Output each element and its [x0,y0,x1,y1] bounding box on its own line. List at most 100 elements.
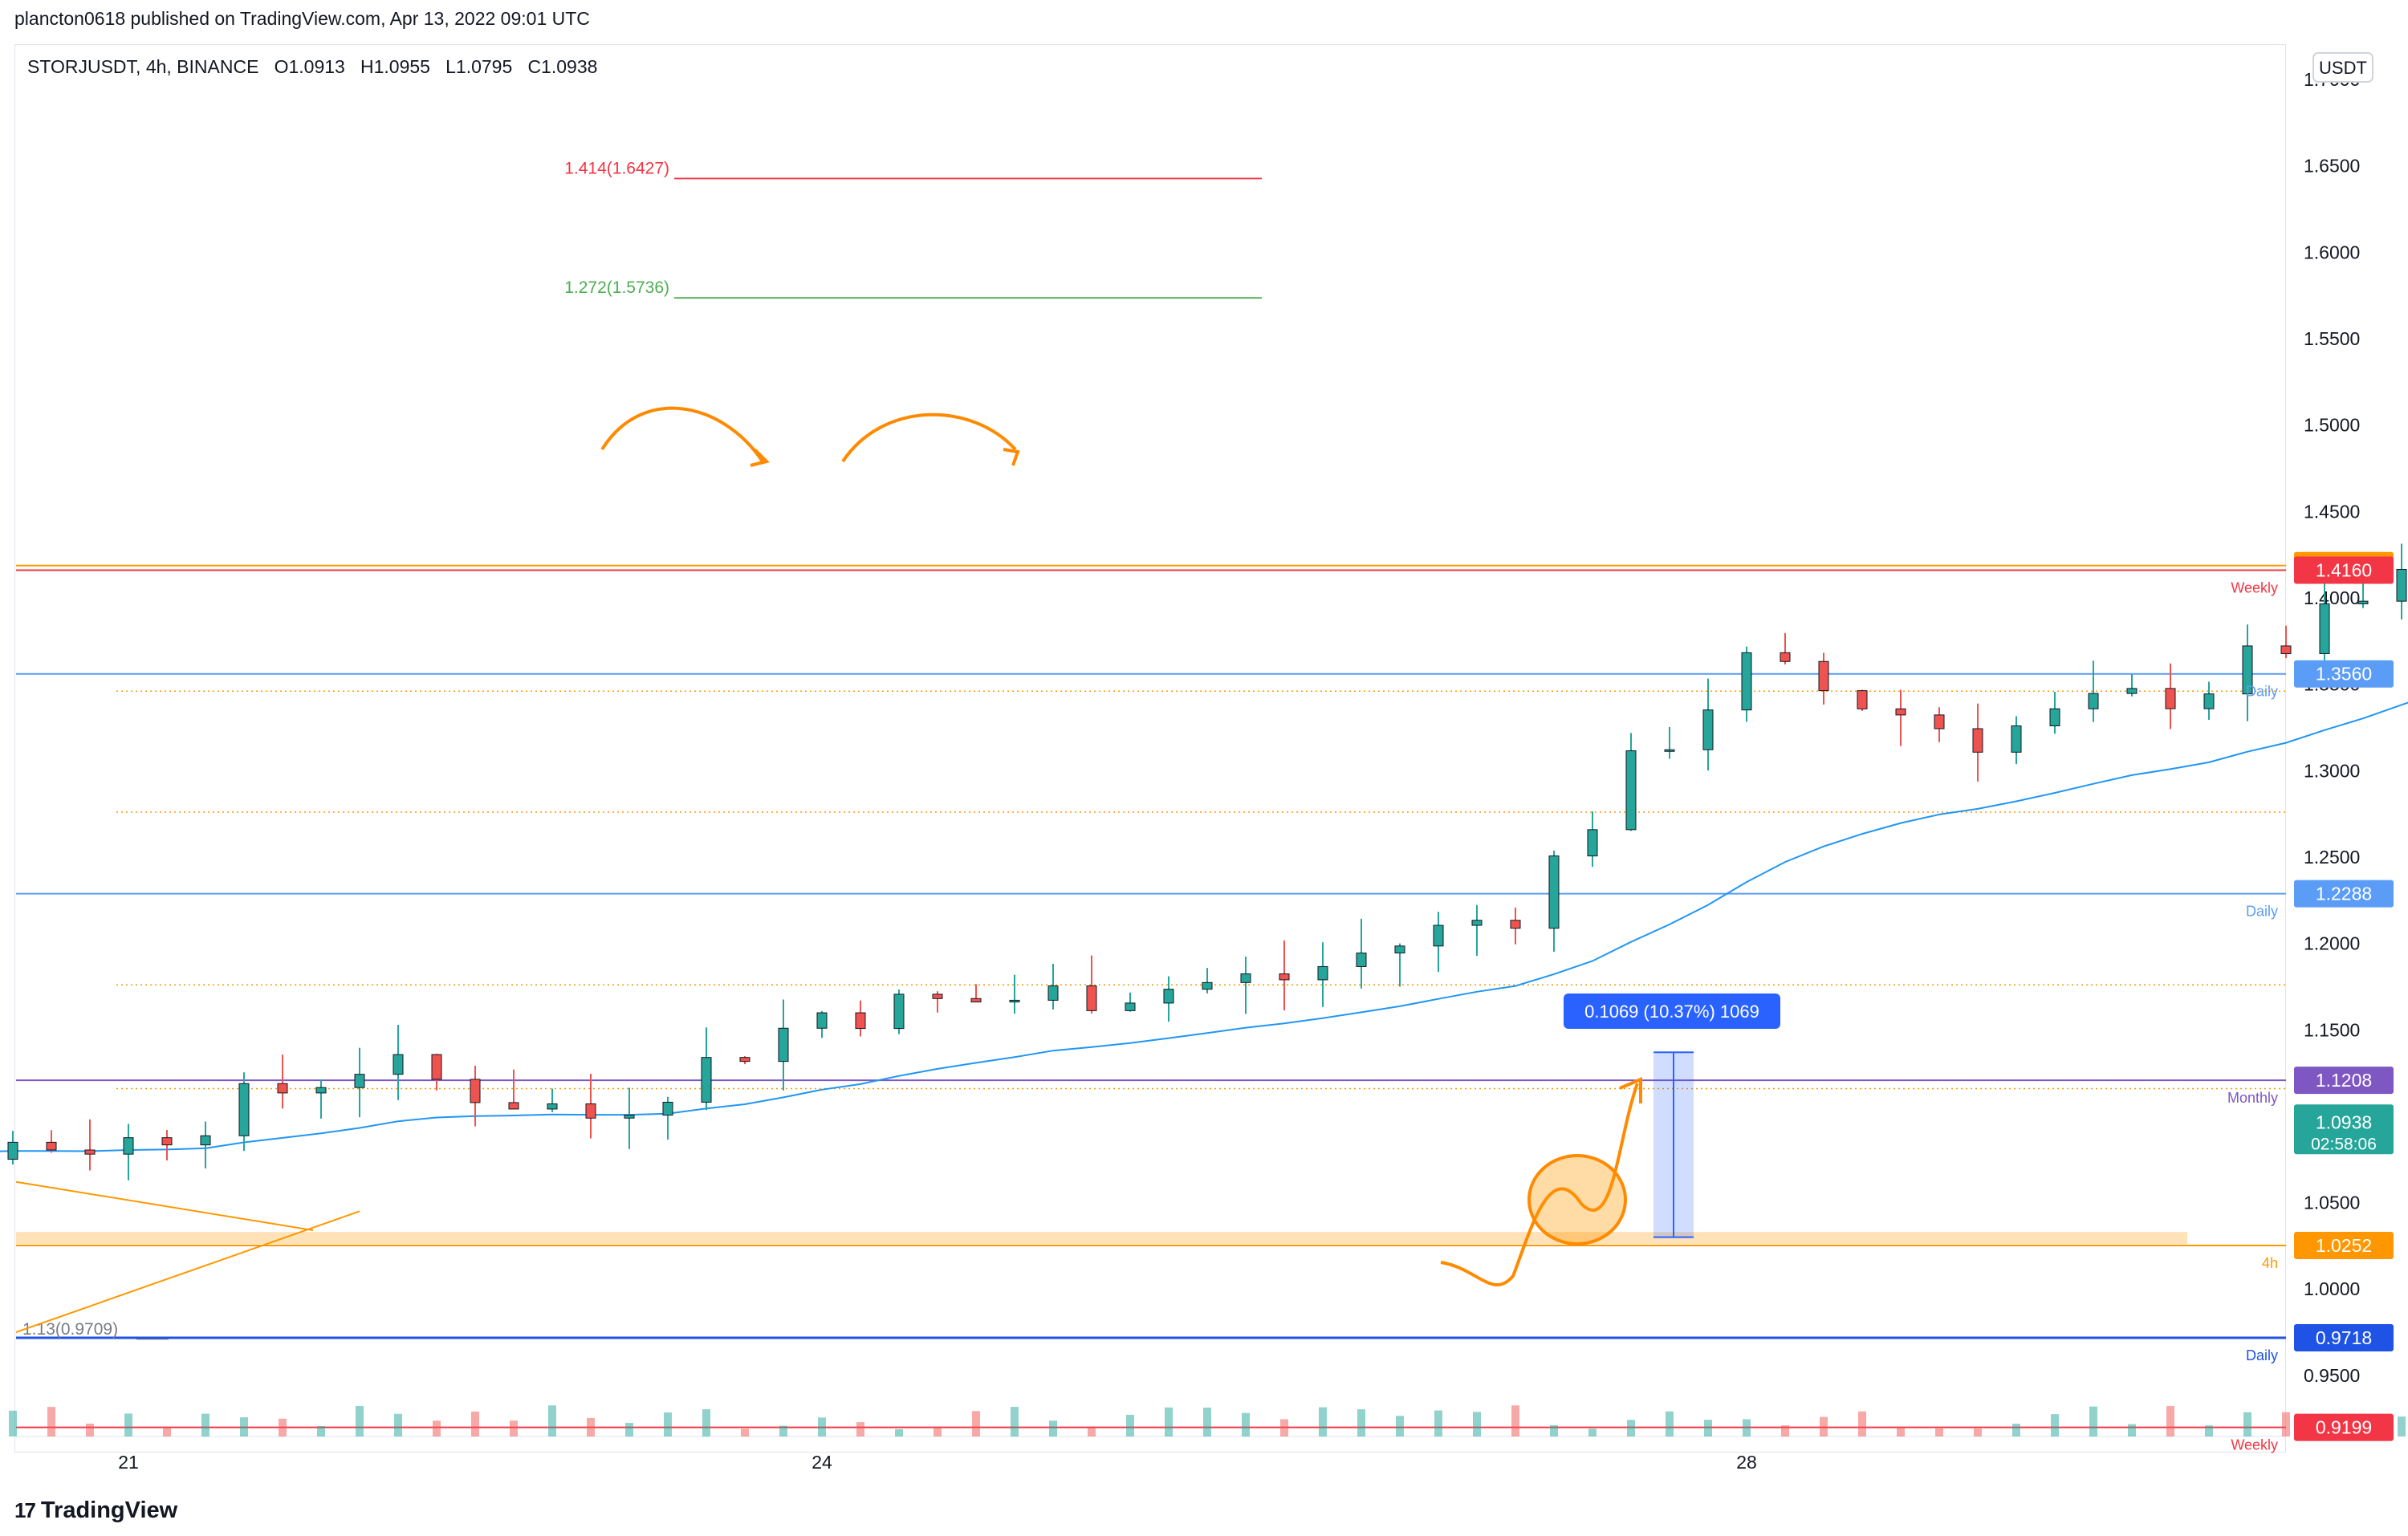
candle-body [2357,600,2369,604]
candle-body [1163,989,1174,1004]
candle-body [1009,999,1020,1003]
candle-body [7,1141,18,1160]
candle-body [2126,688,2138,694]
publish-info: plancton0618 published on TradingView.co… [14,8,590,29]
volume-bar [1280,1419,1288,1436]
candle-body [1240,973,1251,983]
brand-name: TradingView [40,1497,178,1523]
target-circle [1527,1154,1627,1245]
x-tick-label: 24 [811,1452,832,1473]
y-tick-label: 1.3000 [2304,760,2360,781]
candle-body [161,1137,173,1146]
candle-body [1741,652,1752,711]
candle-body [1471,920,1483,926]
volume-bar [587,1417,595,1436]
volume-bar [1743,1419,1751,1436]
volume-bar [433,1420,441,1436]
volume-bar [1897,1426,1905,1436]
volume-bar [1473,1412,1481,1436]
volume-bar [1434,1410,1442,1436]
candle-body [2088,693,2099,709]
y-tick-label: 1.0500 [2304,1193,2360,1213]
candle-body [1934,714,1945,729]
y-tick-label: 1.4000 [2304,587,2360,608]
countdown-label: 02:58:06 [2311,1135,2377,1153]
candle-body [315,1087,327,1094]
price-badge [2294,1413,2394,1441]
candle-body [970,998,982,1003]
candle-body [277,1083,288,1094]
volume-bar [548,1405,556,1436]
volume-bar [1704,1420,1712,1436]
measure-label-box [1564,994,1780,1029]
volume-bar [1511,1405,1519,1436]
candle-body [431,1054,442,1080]
volume-bar [2282,1412,2290,1436]
price-badge-label: 1.4160 [2316,560,2372,581]
candle-body [470,1079,481,1103]
volume-bar [240,1417,248,1436]
candle-body [238,1083,250,1136]
price-badge-label: 1.0252 [2316,1235,2372,1256]
candle-body [547,1103,558,1110]
arc-arrow-2 [1003,448,1020,466]
candle-body [1548,855,1560,929]
volume-bar [1165,1407,1173,1436]
symbol-info: STORJUSDT, 4h, BINANCE [27,56,259,77]
current-price-label: 1.0938 [2316,1111,2372,1132]
volume-bar [2089,1406,2097,1436]
candle-body [1972,728,1983,753]
volume-bar [664,1412,672,1436]
symbol-legend: STORJUSDT, 4h, BINANCE O1.0913 H1.0955 L… [27,56,597,78]
volume-bar [702,1409,710,1436]
top-arc-1 [600,406,764,463]
candle-body [1317,965,1328,981]
volume-bar [1781,1425,1789,1436]
volume-bar [1088,1427,1096,1436]
tv-logo-icon: 17 [14,1498,36,1522]
currency-badge [2312,52,2373,83]
volume-bar [2205,1425,2213,1436]
level-tag: Weekly [2231,580,2278,596]
volume-bar [1242,1412,1250,1436]
price-badge-label: 0.9718 [2316,1327,2372,1348]
arc-arrow-1 [750,448,770,467]
volume-bar [1974,1428,1982,1436]
volume-bar [856,1422,864,1436]
candle-body [624,1115,635,1119]
volume-bar [1126,1414,1134,1436]
volume-bar [1588,1428,1597,1436]
volume-bar [1319,1407,1327,1436]
volume-bar [1935,1428,1943,1436]
volume-bar [625,1423,633,1436]
candle-body [1587,829,1598,857]
candle-body [739,1057,750,1063]
volume-bar [279,1418,287,1436]
candle-body [2203,693,2215,709]
candle-body [1625,750,1637,831]
projection-arrow [1619,1076,1642,1103]
y-tick-label: 1.2500 [2304,847,2360,868]
candle-body [585,1103,596,1119]
y-tick-label: 1.5500 [2304,328,2360,349]
chart-area[interactable] [14,44,2286,1453]
y-tick-label: 1.6500 [2304,156,2360,177]
candle-body [2165,688,2176,709]
volume-bar [9,1410,17,1436]
candle-body [84,1149,96,1155]
volume-bar [317,1426,325,1436]
volume-bar [2243,1412,2251,1436]
level-tag: Daily [2246,1347,2278,1363]
y-tick-label: 1.0000 [2304,1278,2360,1299]
top-arc-2 [841,412,1017,463]
y-tick-label: 1.6000 [2304,242,2360,262]
candle-body [393,1054,404,1075]
volume-bar [2128,1424,2136,1436]
candle-body [855,1012,866,1030]
candle-body [893,994,905,1030]
volume-bar [2398,1416,2406,1436]
brand-footer[interactable]: 17 TradingView [14,1497,177,1524]
volume-bar [394,1413,402,1436]
candle-body [778,1027,789,1063]
